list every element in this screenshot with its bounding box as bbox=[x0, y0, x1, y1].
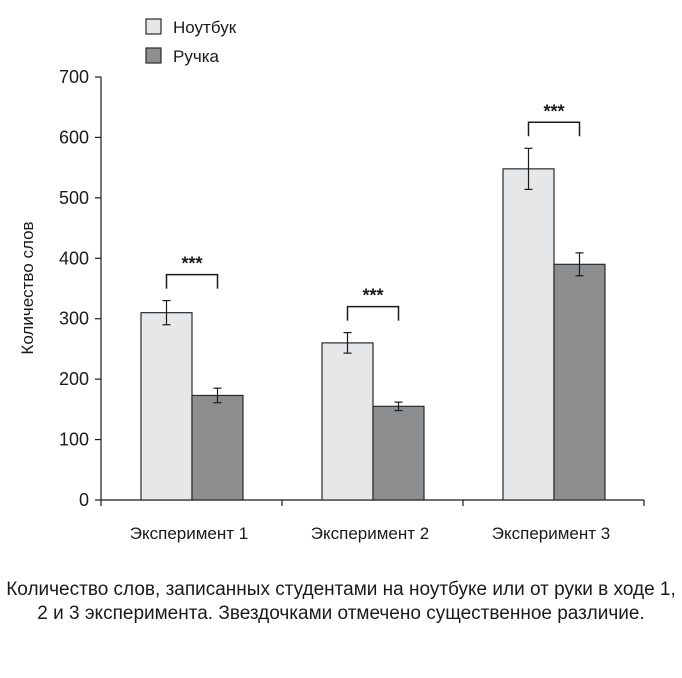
y-tick-label: 0 bbox=[79, 490, 89, 510]
significance-bracket bbox=[527, 121, 581, 137]
bar-pen-2 bbox=[372, 405, 425, 501]
bar-chart: 0 100 200 300 400 500 600 700 Количество слов ***… bbox=[18, 18, 645, 543]
bar-notebook-3 bbox=[502, 168, 555, 501]
significance-bracket bbox=[165, 273, 219, 289]
significance-marker: *** bbox=[362, 286, 383, 306]
y-tick-label: 200 bbox=[59, 369, 89, 389]
y-tick-label: 500 bbox=[59, 188, 89, 208]
bar-pen-3 bbox=[553, 263, 606, 501]
significance-bracket bbox=[346, 305, 400, 321]
significance-marker: *** bbox=[181, 254, 202, 274]
x-category-label: Эксперимент 2 bbox=[311, 524, 429, 543]
y-tick-label: 300 bbox=[59, 309, 89, 329]
legend-label: Ручка bbox=[173, 47, 220, 66]
y-tick-label: 400 bbox=[59, 248, 89, 268]
bar-notebook-2 bbox=[321, 342, 374, 501]
legend-swatch-notebook bbox=[145, 18, 162, 35]
x-category-label: Эксперимент 1 bbox=[130, 524, 248, 543]
legend-label: Ноутбук bbox=[173, 18, 237, 37]
x-category-label: Эксперимент 3 bbox=[492, 524, 610, 543]
legend-swatch-pen bbox=[145, 47, 162, 64]
y-tick-label: 100 bbox=[59, 430, 89, 450]
figure-caption: Количество слов, записанных студентами н… bbox=[6, 579, 676, 624]
y-axis-title: Количество слов bbox=[18, 221, 37, 354]
y-tick-label: 600 bbox=[59, 127, 89, 147]
y-tick-label: 700 bbox=[59, 67, 89, 87]
bar-notebook-1 bbox=[140, 312, 193, 501]
significance-marker: *** bbox=[543, 101, 564, 121]
bar-pen-1 bbox=[191, 394, 244, 501]
